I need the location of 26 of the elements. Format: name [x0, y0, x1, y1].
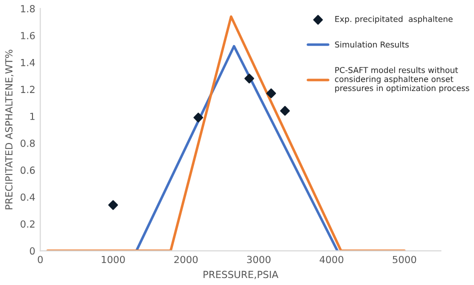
x-tick-label: 0 — [38, 256, 43, 264]
point — [108, 200, 118, 210]
y-tick-label: 1.2 — [21, 86, 34, 93]
y-tick-label: 0 — [30, 247, 35, 255]
legend-label: Exp. precipitated asphaltene — [335, 16, 453, 24]
y-tick-label: 1 — [30, 112, 35, 120]
y-tick-label: 1.6 — [21, 32, 35, 40]
x-tick-label: 4000 — [320, 256, 344, 264]
x-tick-label: 2000 — [174, 256, 198, 264]
y-tick-label: 0.4 — [20, 193, 35, 201]
point — [280, 106, 290, 116]
y-tick-label: 0.6 — [20, 166, 35, 174]
point — [193, 112, 204, 122]
x-tick-label: 1000 — [102, 256, 125, 264]
y-tick-label: 0.8 — [20, 140, 35, 147]
y-tick-label: 1.8 — [21, 5, 35, 12]
legend-label: PC-SAFT model results without considering asphaltene onset pressures in optimization process — [334, 66, 470, 93]
y-axis-title: PRECIPITATED ASPHALTENE,WT% — [5, 50, 14, 210]
point — [266, 88, 276, 98]
y-tick-label: 1.4 — [21, 58, 35, 66]
x-tick-label: 3000 — [247, 256, 270, 264]
x-axis-title: PRESSURE,PSIA — [204, 270, 278, 280]
y-tick-label: 0.2 — [20, 220, 34, 228]
legend-label: Simulation Results — [335, 41, 409, 48]
x-tick-label: 5000 — [392, 256, 416, 264]
point — [244, 74, 254, 84]
